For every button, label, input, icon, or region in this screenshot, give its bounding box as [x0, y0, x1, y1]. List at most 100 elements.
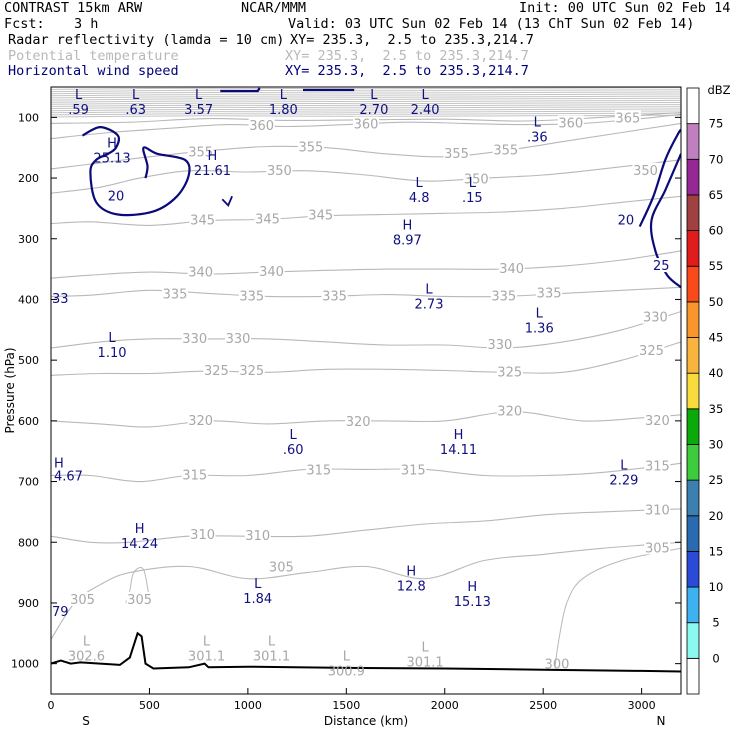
theta-band-line [51, 97, 681, 101]
theta-band-line [51, 110, 681, 114]
theta-label: 325 [239, 364, 264, 379]
edge-label: 4.67 [54, 469, 83, 484]
plot-frame [50, 86, 682, 695]
edge-label: 79 [52, 605, 69, 620]
valid-time: Valid: 03 UTC Sun 02 Feb 14 (13 ChT Sun … [288, 16, 695, 32]
theta-label: 330 [487, 338, 512, 353]
extremum-value: .63 [125, 103, 146, 118]
extremum-low-marker: L [83, 634, 91, 649]
y-tick-label: 300 [18, 233, 39, 246]
extremum-value: .36 [527, 130, 548, 145]
theta-label: 320 [497, 405, 522, 420]
wind-speed-contour-fragment [220, 87, 261, 93]
colorbar-swatch [686, 551, 700, 588]
theta-band-line [51, 87, 681, 90]
theta-label: 335 [163, 288, 188, 303]
init-time: Init: 00 UTC Sun 02 Feb 14 [519, 0, 731, 16]
extremum-low-marker: L [536, 307, 544, 322]
colorbar-level-label: 50 [709, 295, 724, 309]
theta-label: 355 [188, 146, 213, 161]
extremum-low-marker: L [75, 88, 83, 103]
extremum-low-marker: L [268, 634, 276, 649]
colorbar-level-label: 45 [709, 331, 724, 345]
theta-label: 310 [190, 528, 215, 543]
y-tick-label: 100 [18, 111, 39, 124]
theta-label: 365 [615, 112, 640, 127]
colorbar-title: dBZ [707, 83, 730, 97]
theta-contour-335 [51, 286, 681, 298]
theta-contour-350 [51, 159, 681, 194]
theta-band-line [51, 108, 681, 112]
south-end-label: S [82, 714, 90, 728]
colorbar-swatch [686, 586, 700, 624]
colorbar-level-label: 15 [709, 544, 724, 558]
theta-contour-330 [51, 311, 681, 349]
theta-label: 335 [239, 289, 264, 304]
theta-label: 360 [249, 119, 274, 134]
extremum-high-marker: H [454, 428, 464, 443]
theta-band-line [51, 104, 681, 107]
extremum-value: 21.61 [194, 164, 231, 179]
theta-label: 350 [267, 164, 292, 179]
extremum-value: .15 [462, 191, 483, 206]
colorbar-level-label: 65 [709, 188, 724, 202]
extremum-value: 2.40 [411, 103, 440, 118]
field-1-xy: XY= 235.3, 2.5 to 235.3,214.7 [290, 32, 534, 48]
colorbar-level-label: 35 [709, 402, 724, 416]
theta-contour-345 [51, 195, 681, 226]
x-tick-label: 1500 [332, 699, 360, 712]
x-axis-label: Distance (km) [324, 714, 408, 728]
extremum-low-marker: L [343, 650, 351, 665]
theta-label: 325 [639, 344, 664, 359]
extremum-value: 301.1 [406, 656, 443, 671]
theta-band-line [51, 106, 681, 109]
x-tick-label: 500 [139, 699, 160, 712]
edge-label: 33 [52, 292, 69, 307]
y-axis-label: Pressure (hPa) [3, 347, 17, 433]
theta-label: 315 [182, 468, 207, 483]
extremum-low-marker: L [416, 176, 424, 191]
colorbar-swatch [686, 194, 700, 231]
wind-speed-label: 25 [653, 259, 670, 274]
field-1-name: Radar reflectivity (lamda = 10 cm) [8, 32, 285, 48]
theta-label: 310 [645, 504, 670, 519]
colorbar-swatch [686, 230, 700, 267]
x-tick-label: 1000 [234, 699, 262, 712]
theta-label: 360 [354, 118, 379, 133]
extremum-high-marker: H [54, 456, 64, 471]
center-label: NCAR/MMM [241, 0, 307, 16]
colorbar-level-label: 60 [709, 224, 724, 238]
colorbar-swatch [686, 265, 700, 303]
colorbar-level-label: 40 [709, 366, 724, 380]
theta-label: 315 [306, 464, 331, 479]
extremum-value: 8.97 [393, 234, 422, 249]
fcst-value: 3 h [74, 16, 99, 32]
theta-label: 320 [188, 414, 213, 429]
extremum-low-marker: L [280, 88, 288, 103]
colorbar-level-label: 55 [709, 259, 724, 273]
extremum-high-marker: H [135, 522, 145, 537]
north-end-label: N [657, 714, 666, 728]
theta-label: 355 [493, 144, 518, 159]
y-tick-label: 1000 [11, 658, 39, 671]
field-2-name: Potential temperature [8, 48, 179, 64]
theta-label: 305 [645, 541, 670, 556]
model-title: CONTRAST 15km ARW [4, 0, 143, 16]
extremum-high-marker: H [402, 219, 412, 234]
theta-contour-branch [554, 547, 681, 667]
colorbar-swatch [686, 301, 700, 338]
extremum-low-marker: L [421, 641, 429, 656]
extremum-high-marker: H [107, 137, 117, 152]
extremum-low-marker: L [469, 176, 477, 191]
colorbar-swatch [686, 87, 700, 125]
theta-label: 330 [182, 332, 207, 347]
theta-label: 350 [633, 164, 658, 179]
extremum-low-marker: L [254, 577, 262, 592]
theta-label: 355 [444, 147, 469, 162]
extremum-value: 1.84 [243, 592, 272, 607]
extremum-value: 2.29 [609, 473, 638, 488]
y-tick-label: 700 [18, 476, 39, 489]
wind-speed-contour-25 [649, 153, 681, 289]
extremum-high-marker: H [467, 580, 477, 595]
theta-label: 325 [204, 364, 229, 379]
